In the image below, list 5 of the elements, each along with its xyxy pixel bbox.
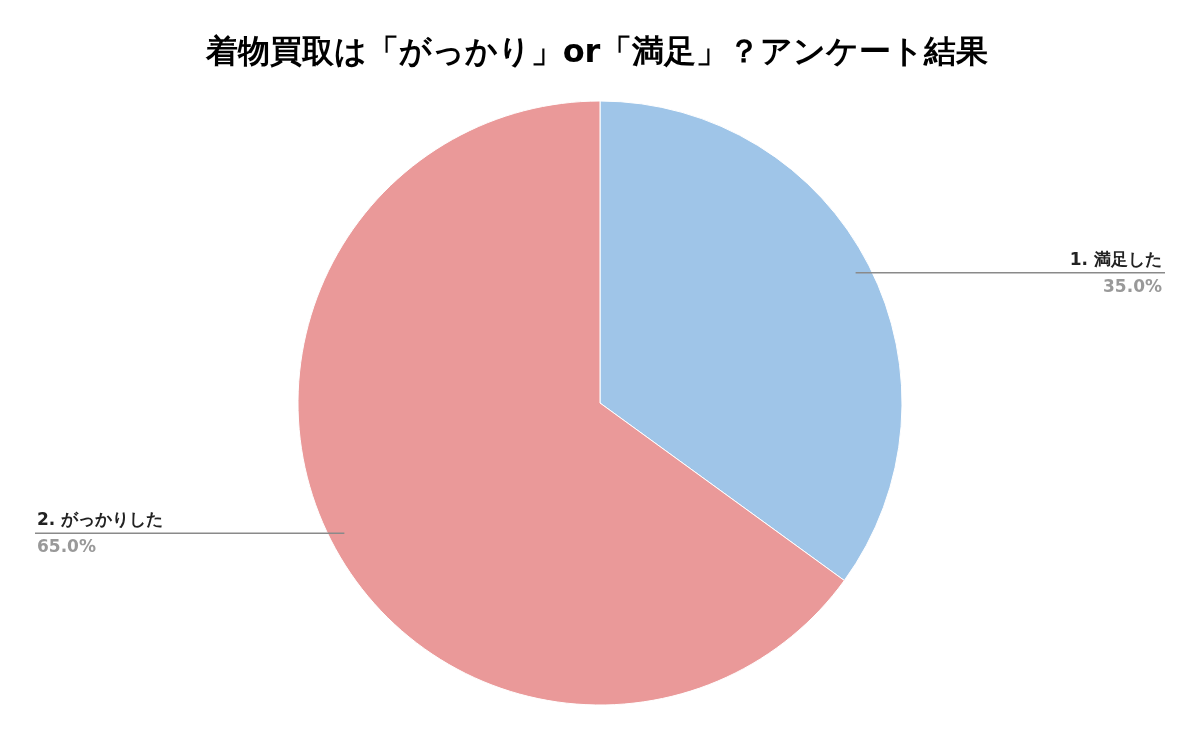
chart-title: 着物買取は「がっかり」or「満足」？アンケート結果: [204, 32, 989, 70]
data-label: 65.0%: [37, 536, 96, 557]
data-label: 35.0%: [1103, 275, 1162, 296]
slice-label: 2. がっかりした: [37, 509, 164, 530]
slice-label: 1. 満足した: [1069, 248, 1162, 269]
